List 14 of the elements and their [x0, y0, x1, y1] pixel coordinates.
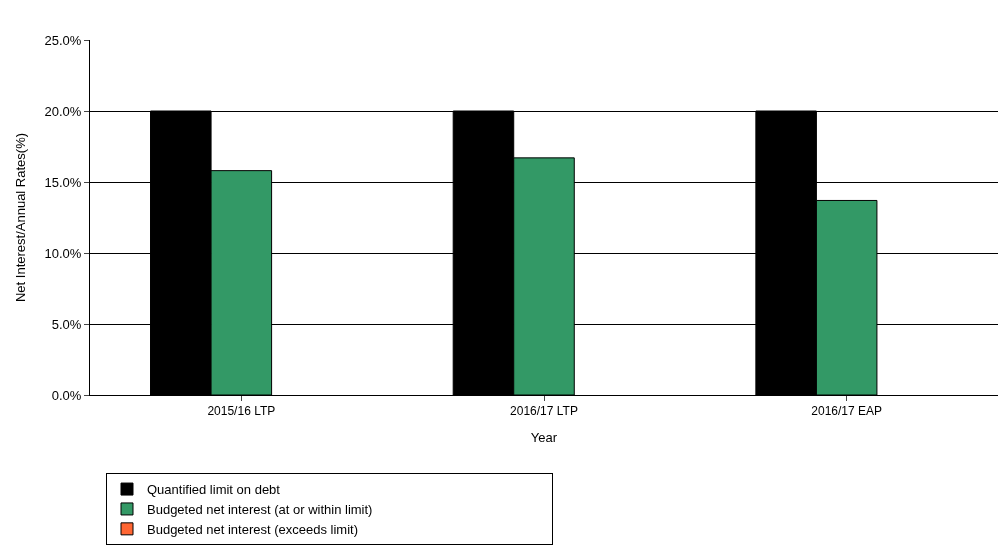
y-axis-title: Net Interest/Annual Rates(%) [13, 132, 29, 303]
legend-label: Budgeted net interest (exceeds limit) [147, 521, 358, 537]
x-tick-label: 2016/17 EAP [811, 404, 883, 419]
x-axis-title: Year [530, 430, 558, 445]
x-tick-label: 2016/17 LTP [510, 404, 578, 419]
legend-label: Quantified limit on debt [147, 482, 281, 498]
y-tick-label: 25.0% [44, 32, 82, 48]
legend-label: Budgeted net interest (at or within limit) [147, 502, 373, 518]
y-tick-label: 5.0% [51, 316, 82, 332]
y-tick-label: 0.0% [51, 387, 82, 403]
y-tick-label: 10.0% [44, 245, 82, 261]
x-tick-label: 2015/16 LTP [207, 404, 276, 419]
y-tick-label: 15.0% [44, 174, 82, 190]
y-tick-label: 20.0% [44, 103, 82, 119]
